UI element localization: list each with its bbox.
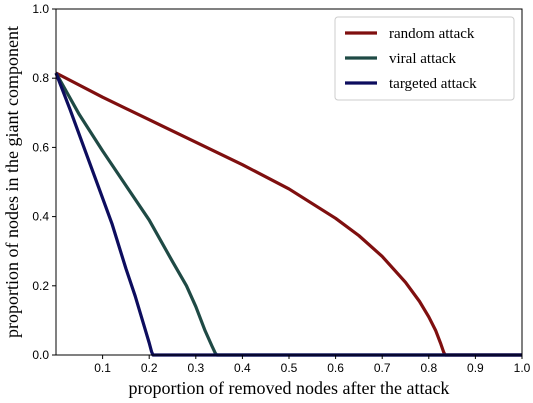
x-tick-label: 0.5 — [281, 361, 298, 375]
y-tick-label: 0.2 — [32, 279, 49, 293]
y-tick-label: 0.4 — [32, 210, 49, 224]
legend-label-1: viral attack — [389, 51, 457, 67]
legend-box — [334, 16, 515, 101]
x-tick-label: 0.3 — [187, 361, 204, 375]
series-line-1 — [54, 72, 522, 357]
y-axis-label: proportion of nodes in the giant compone… — [2, 26, 22, 338]
ticks-layer: 0.1 0.2 0.3 0.4 0.5 0.6 0.7 0.8 0.9 1.0 0.0 0.2 0.4 0… — [32, 2, 530, 375]
x-tick-label: 0.6 — [327, 361, 344, 375]
legend-label-0: random attack — [389, 26, 475, 42]
x-tick-label: 0.4 — [234, 361, 251, 375]
y-tick-label: 0.6 — [32, 140, 49, 154]
y-tick-label: 1.0 — [32, 2, 49, 16]
x-tick-label: 0.1 — [94, 361, 111, 375]
x-tick-label: 0.8 — [420, 361, 437, 375]
x-tick-label: 0.2 — [141, 361, 158, 375]
legend-label-2: targeted attack — [389, 76, 477, 92]
series-line-2 — [54, 72, 522, 357]
series-layer — [54, 71, 522, 357]
x-tick-label: 0.7 — [374, 361, 391, 375]
legend: random attack viral attack targeted attack — [334, 16, 515, 101]
series-line-0 — [55, 71, 522, 357]
y-tick-label: 0.0 — [32, 348, 49, 362]
x-axis-label: proportion of removed nodes after the at… — [129, 378, 450, 398]
x-tick-label: 1.0 — [514, 361, 531, 375]
y-tick-label: 0.8 — [32, 71, 49, 85]
x-tick-label: 0.9 — [467, 361, 484, 375]
